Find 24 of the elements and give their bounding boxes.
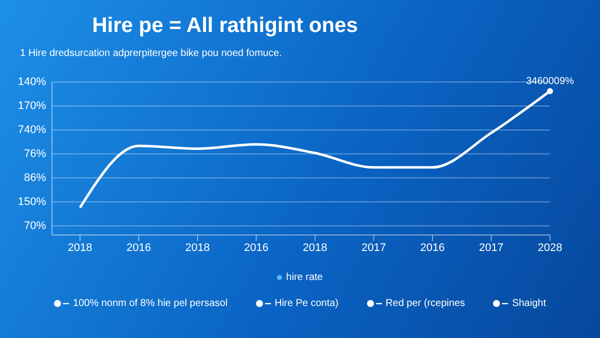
text: 76% — [22, 146, 46, 161]
chart-subtitle: 1 Hire dredsurcation adprerpitergee bike pou noed fomuce. — [20, 48, 282, 59]
text: Hire Pe conta) — [274, 298, 339, 309]
text: hire rate — [286, 272, 323, 283]
x-tick-label: 2017 — [362, 242, 386, 254]
text: 100% nonm of 8% hie pel persasol — [73, 298, 228, 309]
x-tick-label: 2028 — [538, 242, 562, 254]
x-tick-label: 2016 — [126, 242, 151, 254]
x-tick-label: 2018 — [185, 242, 210, 254]
x-tick-label: 2018 — [68, 242, 92, 254]
text: 70% — [22, 218, 46, 233]
text: 740% — [16, 122, 46, 137]
text: 86% — [22, 170, 46, 185]
x-tick-label: 2016 — [420, 242, 445, 254]
chart-title: Hire pe = All rathigint ones — [91, 14, 359, 38]
text: Red per (rcepines — [386, 298, 466, 309]
text: Shaight — [512, 298, 546, 309]
text: 150% — [16, 194, 46, 209]
text: 170% — [16, 98, 46, 113]
x-tick-label: 2017 — [479, 242, 504, 254]
x-tick-label: 2016 — [244, 242, 268, 254]
text: 140% — [16, 75, 46, 89]
x-tick-label: 2018 — [302, 242, 328, 254]
annotation: 3460009% — [526, 76, 574, 88]
